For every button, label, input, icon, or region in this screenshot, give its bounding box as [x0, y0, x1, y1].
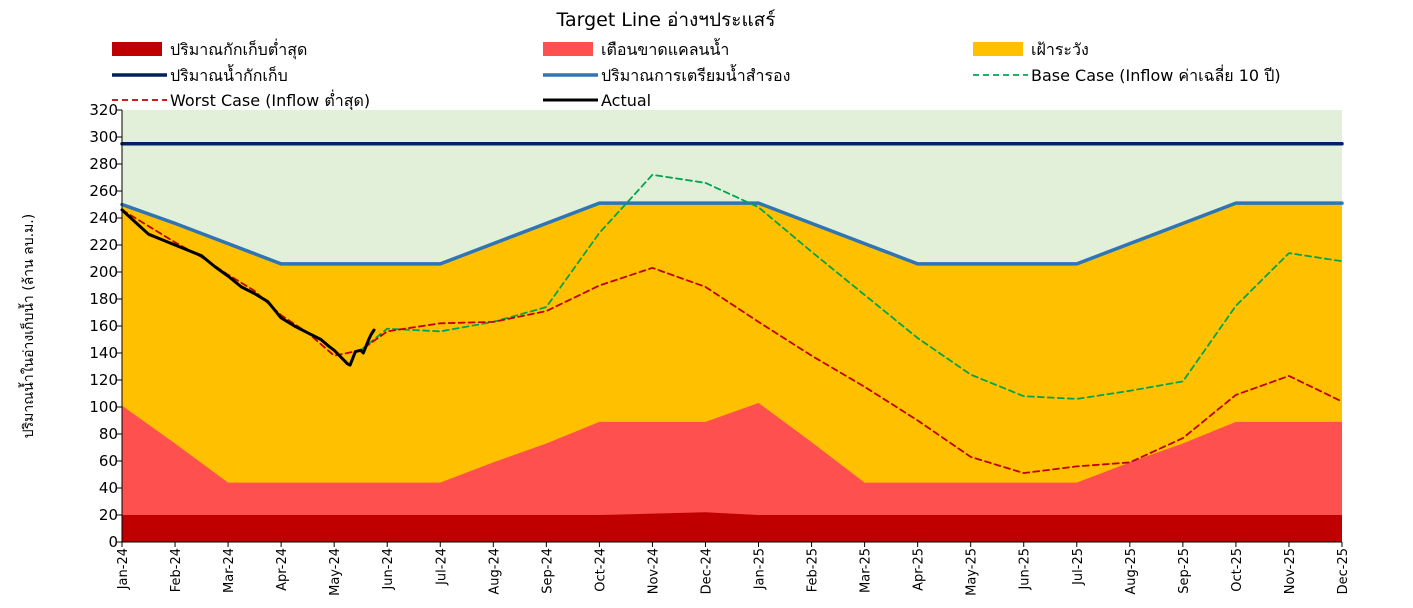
legend-item: Worst Case (Inflow ต่ำสุด): [112, 89, 370, 111]
legend-item: เตือนขาดแคลนน้ำ: [543, 38, 729, 59]
x-tick-label: Sep-24: [540, 548, 555, 594]
x-tick-label: Dec-24: [699, 548, 714, 594]
y-tick-label: 320: [89, 101, 118, 119]
legend-label: Worst Case (Inflow ต่ำสุด): [170, 89, 370, 111]
x-tick-label: Dec-25: [1336, 548, 1351, 594]
x-tick-label: Feb-25: [806, 548, 821, 592]
y-axis-label: ปริมาณน้ำในอ่างเก็บน้ำ (ล้าน ลบ.ม.): [18, 214, 37, 438]
y-tick-label: 280: [89, 155, 118, 173]
y-tick-label: 0: [108, 533, 118, 551]
x-tick-label: Aug-25: [1124, 548, 1139, 595]
axes: 0 20 40 60 80 100 120 140 160 180 200 220 240 260 280 3…: [89, 101, 1351, 596]
plot-area: [120, 110, 1344, 542]
x-tick-label: Nov-24: [646, 548, 661, 594]
chart-title: Target Line อ่างฯประแสร์: [555, 9, 775, 31]
y-tick-label: 220: [89, 236, 118, 254]
worst-case-line: [121, 208, 1343, 475]
legend-item: ปริมาณการเตรียมน้ำสำรอง: [543, 64, 790, 85]
y-tick-label: 140: [89, 344, 118, 362]
x-tick-label: Jun-24: [381, 548, 396, 591]
y-tick-label: 60: [99, 452, 118, 470]
x-tick-label: Jun-25: [1018, 548, 1033, 591]
y-tick-label: 300: [89, 128, 118, 146]
x-tick-label: Apr-25: [912, 548, 927, 591]
x-tick-label: May-25: [965, 548, 980, 596]
legend-item: Base Case (Inflow ค่าเฉลี่ย 10 ปี): [973, 64, 1281, 85]
y-tick-label: 80: [99, 425, 118, 443]
legend-swatch: [543, 42, 593, 56]
x-tick-label: Jul-25: [1071, 548, 1086, 586]
x-tick-label: Sep-25: [1177, 548, 1192, 594]
area-caution: [122, 203, 1342, 542]
legend-label: ปริมาณการเตรียมน้ำสำรอง: [601, 64, 790, 85]
y-tick-label: 100: [89, 398, 118, 416]
legend-swatch: [973, 42, 1023, 56]
y-tick-label: 160: [89, 317, 118, 335]
legend-item: ปริมาณน้ำกักเก็บ: [112, 64, 288, 85]
legend-label: เฝ้าระวัง: [1031, 40, 1089, 59]
legend-item: Actual: [543, 91, 651, 110]
y-tick-label: 40: [99, 479, 118, 497]
y-tick-label: 120: [89, 371, 118, 389]
y-tick-label: 200: [89, 263, 118, 281]
x-tick-label: Aug-24: [487, 548, 502, 595]
x-tick-label: Mar-25: [859, 548, 874, 593]
area-warning: [122, 402, 1342, 542]
x-tick-label: Jan-24: [116, 548, 131, 590]
area-dead-storage: [122, 512, 1342, 542]
x-tick-label: Oct-24: [593, 548, 608, 592]
y-tick-label: 180: [89, 290, 118, 308]
legend-swatch: [112, 42, 162, 56]
legend-label: ปริมาณน้ำกักเก็บ: [170, 64, 288, 85]
legend-item: ปริมาณกักเก็บต่ำสุด: [112, 38, 307, 60]
legend: ปริมาณกักเก็บต่ำสุด เตือนขาดแคลนน้ำ เฝ้าระ…: [112, 38, 1281, 111]
reserve-line: [120, 201, 1344, 266]
legend-label: Base Case (Inflow ค่าเฉลี่ย 10 ปี): [1031, 64, 1281, 85]
x-tick-label: Jul-24: [434, 548, 449, 586]
y-tick-label: 240: [89, 209, 118, 227]
y-tick-label: 20: [99, 506, 118, 524]
x-tick-label: Oct-25: [1230, 548, 1245, 592]
x-tick-label: Apr-24: [275, 548, 290, 591]
legend-label: Actual: [601, 91, 651, 110]
x-tick-label: Mar-24: [222, 548, 237, 593]
x-tick-label: Jan-25: [753, 548, 768, 590]
y-tick-label: 260: [89, 182, 118, 200]
legend-label: ปริมาณกักเก็บต่ำสุด: [170, 38, 307, 60]
legend-label: เตือนขาดแคลนน้ำ: [601, 38, 729, 59]
x-tick-label: Feb-24: [169, 548, 184, 592]
x-tick-label: Nov-25: [1283, 548, 1298, 594]
actual-line: [120, 208, 376, 367]
x-tick-label: May-24: [328, 548, 343, 596]
legend-item: เฝ้าระวัง: [973, 40, 1089, 59]
